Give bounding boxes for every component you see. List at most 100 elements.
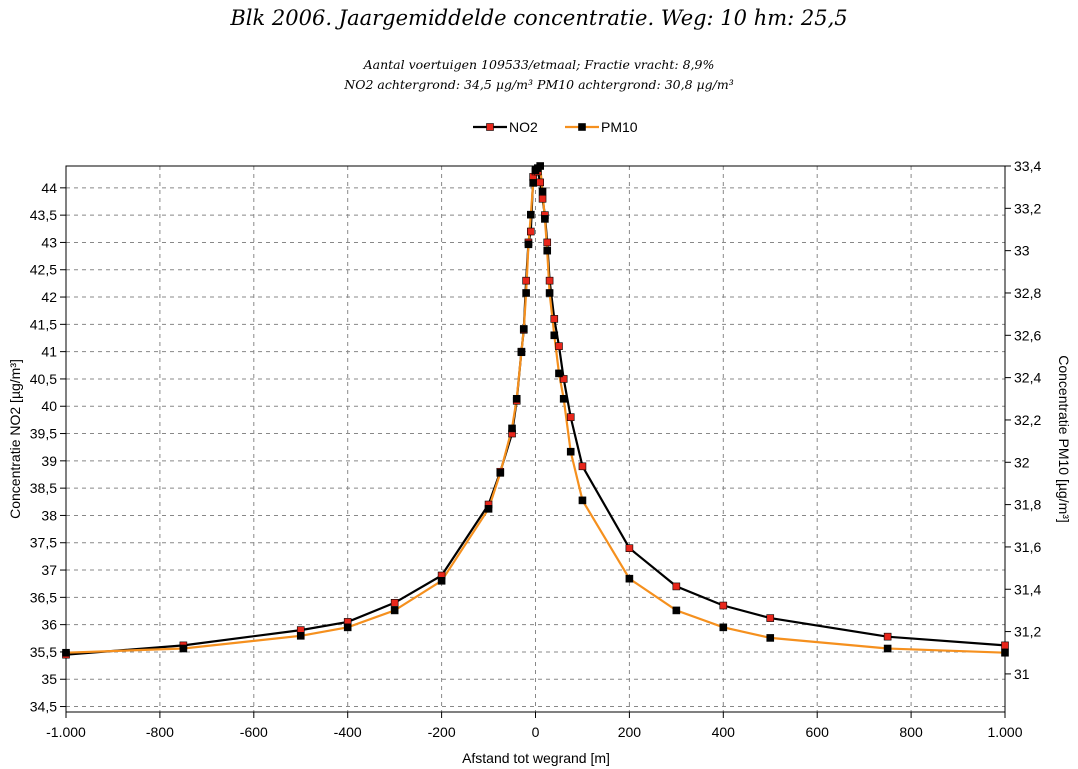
data-point-pm10	[496, 469, 505, 477]
data-point-pm10	[522, 289, 530, 297]
data-point-no2	[550, 315, 559, 323]
y-left-tick-label: 36,5	[30, 589, 57, 605]
legend-label-no2: NO2	[509, 119, 538, 135]
data-point-pm10	[524, 240, 533, 249]
y-right-tick-label: 32,4	[1014, 370, 1041, 386]
data-point-no2	[578, 462, 587, 471]
y-left-tick-label: 37	[41, 562, 57, 578]
data-point-pm10	[538, 187, 547, 196]
data-point-no2	[522, 276, 530, 285]
y-axis-left-label: Concentratie NO2 [µg/m³]	[7, 359, 23, 519]
data-point-pm10	[517, 348, 526, 357]
data-point-pm10	[550, 331, 559, 340]
y-left-tick-label: 42	[41, 289, 57, 305]
y-right-tick-label: 33	[1014, 243, 1030, 259]
data-point-pm10	[672, 606, 681, 615]
x-tick-label: 0	[532, 724, 540, 740]
y-left-tick-label: 38	[41, 507, 57, 523]
grid-lines	[66, 166, 1005, 712]
y-left-tick-label: 37,5	[30, 535, 57, 551]
data-point-pm10	[484, 505, 493, 513]
x-axis: -1.000 -800 -600 -400 -200 0 200 400 600 800 1.000	[46, 712, 1023, 740]
y-axis-right: 31 31,2 31,4 31,6 31,8 32 32,2 32,4 32,6 32,8 33 33…	[1005, 158, 1041, 682]
data-point-pm10	[296, 632, 305, 640]
data-point-pm10	[527, 210, 535, 219]
y-axis-right-label: Concentratie PM10 [µg/m³]	[1056, 355, 1072, 523]
data-point-no2	[1001, 641, 1009, 650]
y-axis-left: 34,5 35 35,5 36 36,5 37 37,5 38 38,5 39 39,5 40 40,5…	[30, 180, 66, 715]
y-right-tick-label: 32,2	[1014, 412, 1041, 428]
data-point-no2	[545, 276, 554, 285]
legend-marker-pm10	[578, 123, 586, 131]
data-point-no2	[625, 544, 634, 553]
data-point-pm10	[559, 394, 568, 403]
data-point-no2	[719, 601, 728, 610]
x-tick-label: -600	[240, 724, 268, 740]
y-left-tick-label: 39,5	[30, 426, 57, 442]
data-point-pm10	[543, 246, 552, 255]
y-left-tick-label: 36	[41, 617, 57, 633]
data-point-pm10	[512, 394, 521, 403]
y-right-tick-label: 33,2	[1014, 200, 1041, 216]
y-left-tick-label: 40	[41, 398, 57, 414]
data-point-pm10	[529, 179, 537, 187]
data-point-pm10	[62, 648, 70, 657]
x-tick-label: 600	[806, 724, 830, 740]
x-tick-label: 400	[712, 724, 736, 740]
data-point-no2	[883, 632, 892, 641]
y-right-tick-label: 32	[1014, 454, 1030, 470]
data-point-pm10	[545, 289, 554, 297]
data-point-pm10	[519, 325, 528, 333]
x-tick-label: 800	[899, 724, 923, 740]
legend: NO2 PM10	[473, 119, 638, 135]
y-right-tick-label: 31,6	[1014, 539, 1041, 555]
y-left-tick-label: 38,5	[30, 480, 57, 496]
data-point-no2	[672, 582, 681, 591]
y-right-tick-label: 32,8	[1014, 285, 1041, 301]
data-point-pm10	[555, 369, 563, 378]
data-point-no2	[538, 194, 547, 203]
data-point-pm10	[625, 574, 634, 583]
data-point-no2	[543, 238, 552, 247]
data-point-pm10	[390, 606, 399, 615]
y-right-tick-label: 33,4	[1014, 158, 1041, 174]
x-tick-label: -400	[334, 724, 362, 740]
y-left-tick-label: 35,5	[30, 644, 57, 660]
data-point-no2	[390, 598, 399, 607]
x-tick-label: -800	[146, 724, 174, 740]
y-left-tick-label: 43	[41, 234, 57, 250]
data-point-pm10	[566, 447, 575, 456]
y-left-tick-label: 39	[41, 453, 57, 469]
data-point-pm10	[578, 496, 587, 505]
data-point-no2	[566, 413, 575, 421]
legend-label-pm10: PM10	[601, 119, 638, 135]
y-left-tick-label: 41,5	[30, 316, 57, 332]
data-point-pm10	[437, 576, 446, 585]
chart-subtitle-line-1: Aantal voertuigen 109533/etmaal; Fractie…	[363, 57, 715, 72]
y-left-tick-label: 43,5	[30, 207, 57, 223]
series-layer	[62, 162, 1009, 659]
chart-title: Blk 2006. Jaargemiddelde concentratie. W…	[230, 6, 848, 30]
data-point-no2	[766, 614, 775, 622]
data-point-no2	[555, 342, 563, 350]
data-point-pm10	[766, 634, 775, 642]
x-tick-label: 200	[618, 724, 642, 740]
y-right-tick-label: 31,4	[1014, 581, 1041, 597]
data-point-no2	[559, 375, 568, 383]
data-point-pm10	[536, 162, 544, 170]
x-tick-label: -1.000	[46, 724, 86, 740]
data-point-pm10	[179, 644, 188, 653]
y-left-tick-label: 40,5	[30, 371, 57, 387]
data-point-no2	[527, 227, 535, 236]
legend-marker-no2	[486, 123, 494, 131]
data-point-pm10	[541, 215, 549, 223]
data-point-pm10	[508, 424, 516, 433]
x-tick-label: -200	[428, 724, 456, 740]
y-left-tick-label: 41	[41, 344, 57, 360]
data-point-pm10	[719, 623, 728, 632]
y-left-tick-label: 44	[41, 180, 57, 196]
y-right-tick-label: 32,6	[1014, 327, 1041, 343]
chart-subtitle-line-2: NO2 achtergrond: 34,5 µg/m³ PM10 achterg…	[344, 77, 734, 92]
y-left-tick-label: 34,5	[30, 699, 57, 715]
